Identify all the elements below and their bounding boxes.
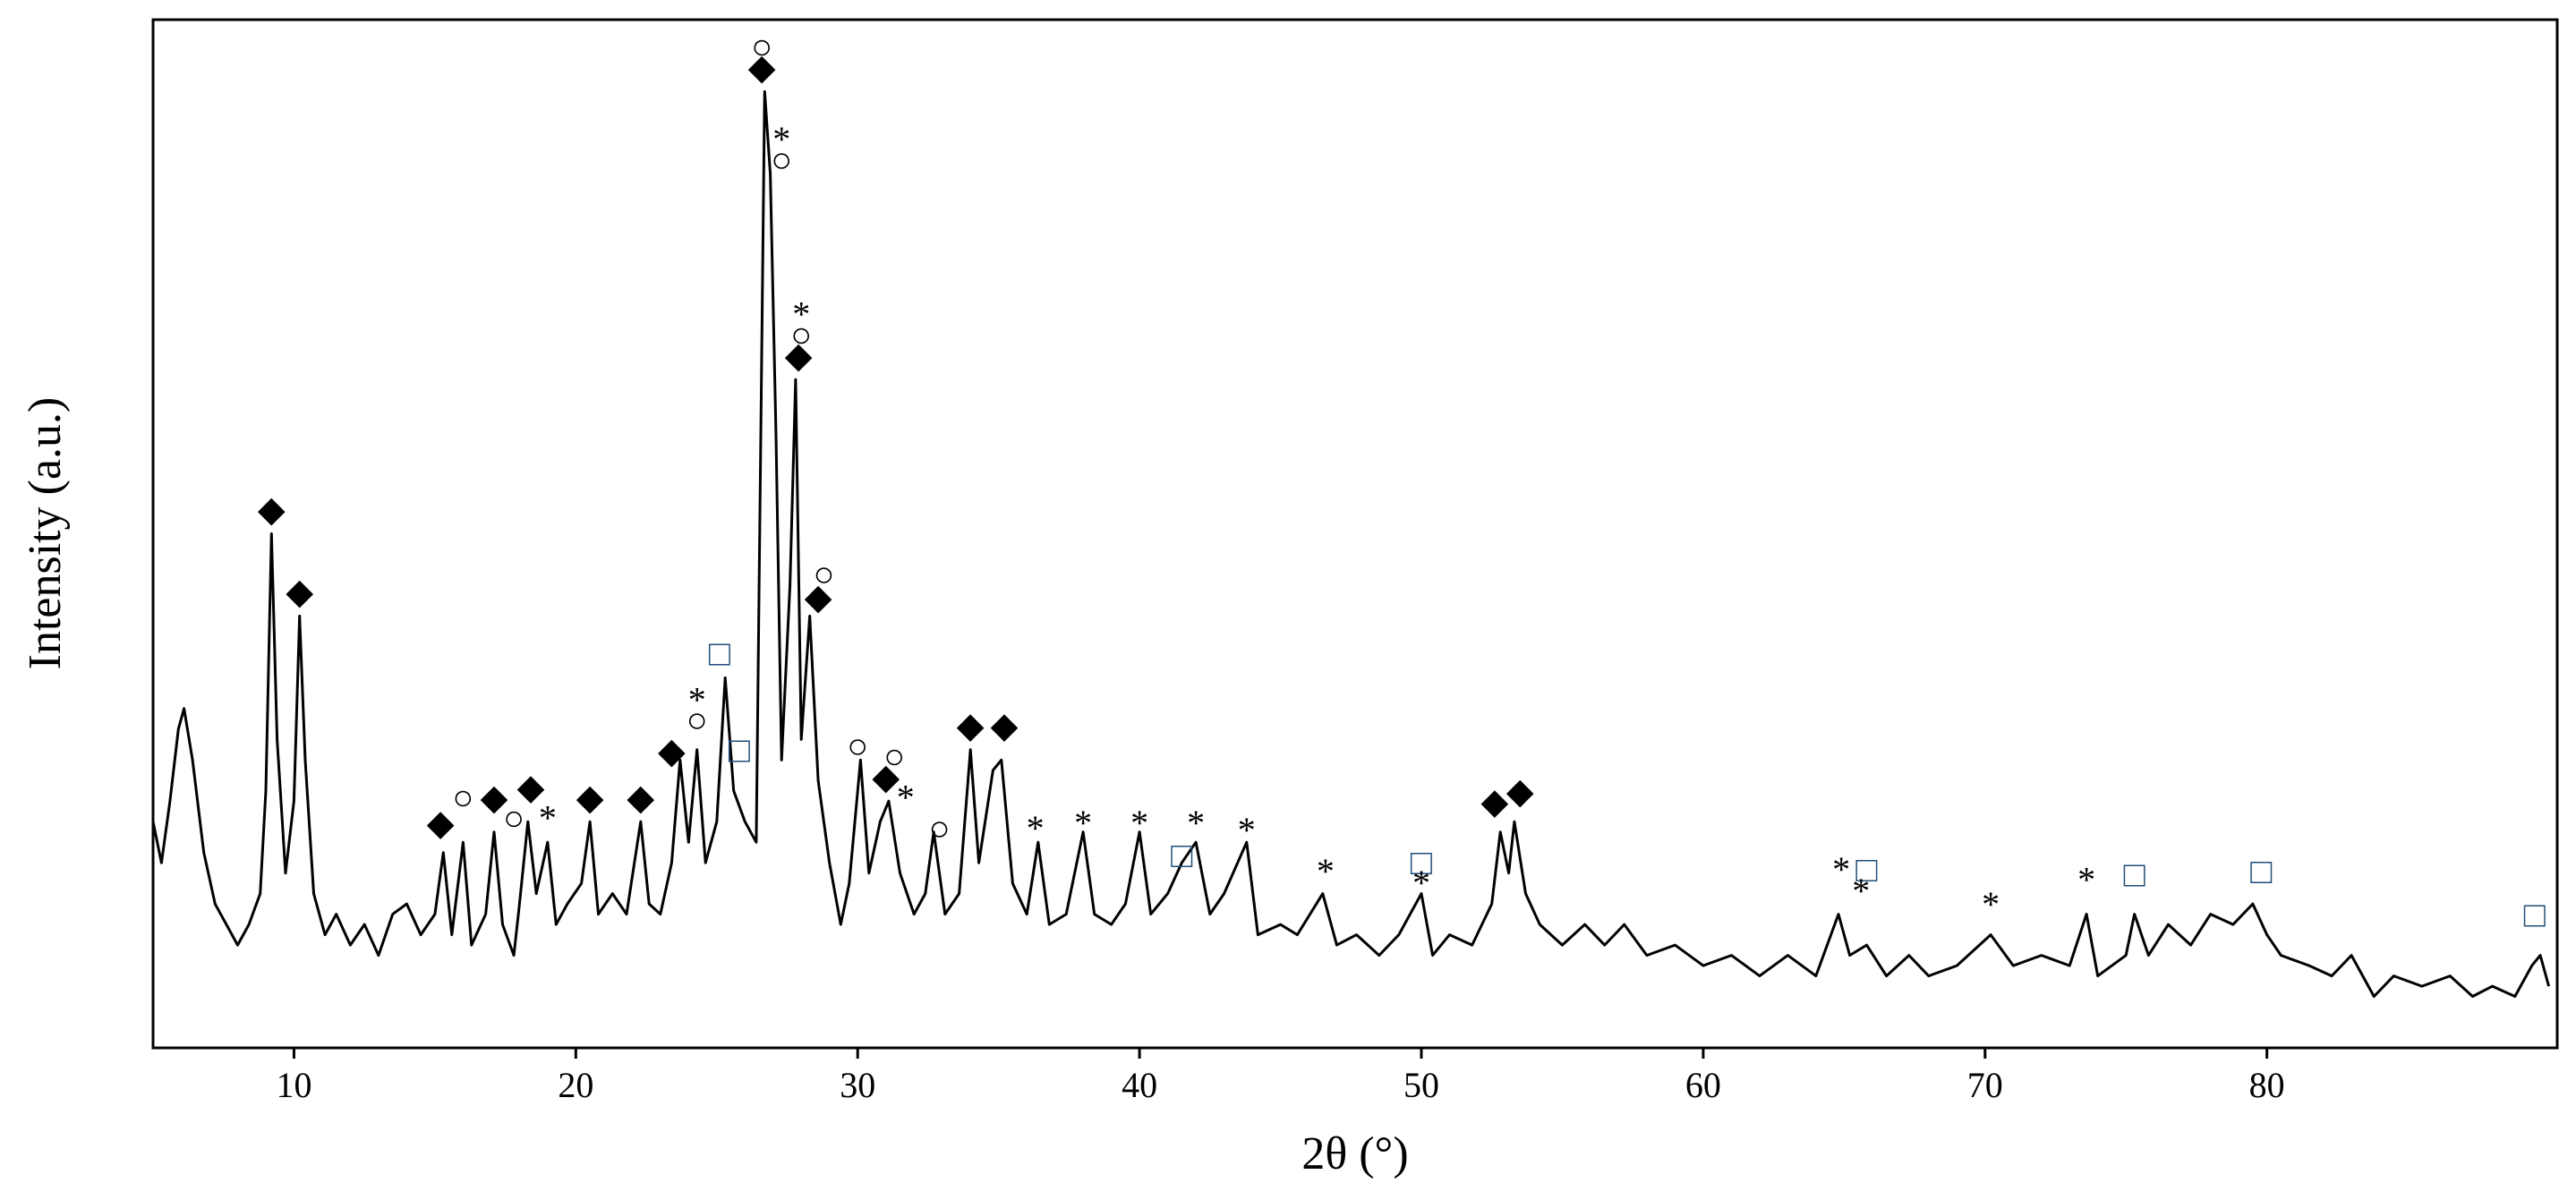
- phase-marker: □: [2124, 855, 2145, 895]
- phase-marker: *: [539, 797, 557, 838]
- phase-marker: *: [772, 119, 790, 159]
- phase-marker: □: [1855, 849, 1877, 889]
- x-tick-label: 80: [2249, 1065, 2285, 1105]
- phase-marker: ○: [790, 314, 812, 354]
- x-axis-label: 2θ (°): [1301, 1128, 1408, 1179]
- x-tick-label: 40: [1122, 1065, 1157, 1105]
- phase-marker: *: [1027, 808, 1045, 848]
- xrd-pattern: [151, 89, 2551, 998]
- phase-marker: *: [1832, 849, 1850, 889]
- phase-marker: ◆: [957, 705, 985, 745]
- phase-marker: *: [1130, 803, 1148, 843]
- phase-marker: ◆: [481, 777, 508, 817]
- phase-marker: *: [1852, 871, 1870, 911]
- x-tick-label: 30: [840, 1065, 875, 1105]
- x-tick-label: 60: [1685, 1065, 1721, 1105]
- phase-marker: ○: [687, 700, 708, 740]
- phase-marker: *: [897, 777, 915, 817]
- phase-marker: ○: [883, 736, 905, 776]
- phase-marker: ◆: [748, 47, 776, 88]
- phase-marker: *: [1412, 863, 1430, 903]
- phase-marker: □: [1411, 842, 1432, 882]
- phase-marker: *: [2077, 859, 2095, 899]
- phase-marker: ○: [847, 726, 868, 766]
- phase-marker: ◆: [627, 777, 654, 817]
- phase-marker: ○: [813, 554, 834, 594]
- phase-marker: ◆: [258, 489, 286, 530]
- phase-marker: ◆: [785, 335, 813, 375]
- phase-marker: *: [1187, 803, 1205, 843]
- phase-marker: ◆: [658, 731, 686, 771]
- phase-marker: ◆: [991, 705, 1019, 745]
- x-tick-label: 20: [558, 1065, 593, 1105]
- x-tick-label: 70: [1967, 1065, 2003, 1105]
- phase-marker: ◆: [872, 756, 900, 796]
- phase-marker: □: [709, 634, 730, 674]
- x-tick-label: 50: [1403, 1065, 1439, 1105]
- phase-marker: *: [1238, 810, 1256, 850]
- phase-marker: ○: [503, 797, 525, 838]
- phase-marker: *: [688, 679, 706, 719]
- phase-marker: ◆: [517, 767, 545, 807]
- phase-marker: *: [1317, 851, 1335, 891]
- phase-marker: *: [1982, 884, 2000, 924]
- x-tick-label: 10: [276, 1065, 311, 1105]
- phase-marker: *: [792, 294, 810, 334]
- phase-marker: ◆: [1506, 771, 1534, 812]
- phase-marker: □: [2250, 851, 2272, 891]
- phase-marker: □: [1171, 835, 1192, 875]
- phase-marker: ○: [928, 808, 950, 848]
- phase-marker: ○: [751, 27, 772, 67]
- phase-marker: □: [729, 730, 750, 770]
- phase-marker: ◆: [427, 803, 455, 843]
- phase-marker: *: [1074, 803, 1092, 843]
- plot-frame: [151, 18, 2559, 1050]
- phase-marker: ◆: [286, 572, 313, 612]
- phase-marker: □: [2524, 894, 2546, 934]
- phase-marker: ○: [771, 140, 792, 180]
- phase-marker: ◆: [1480, 781, 1508, 821]
- phase-marker: ○: [452, 777, 473, 817]
- y-axis-label: Intensity (a.u.): [20, 397, 71, 670]
- phase-marker: ◆: [805, 576, 832, 617]
- phase-marker: ◆: [576, 777, 604, 817]
